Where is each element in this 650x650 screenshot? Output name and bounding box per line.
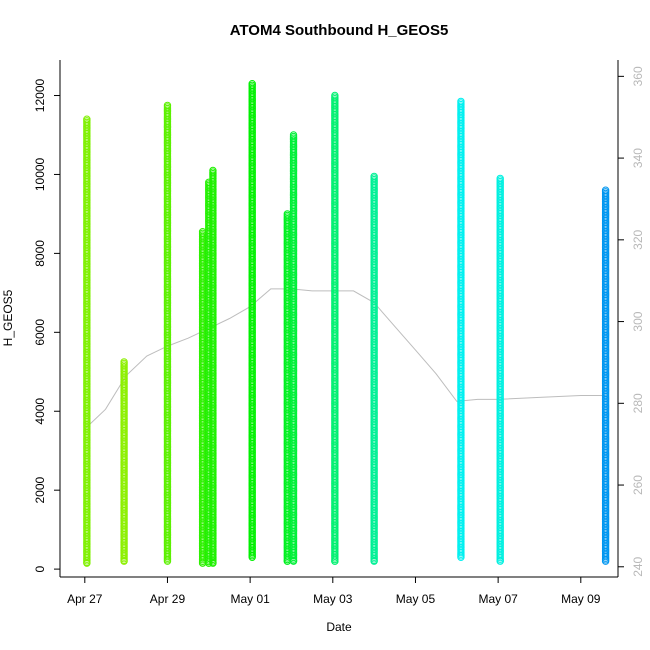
x-tick-label: May 03 bbox=[313, 592, 353, 606]
y2-tick-label: 300 bbox=[631, 311, 645, 331]
y-tick-label: 8000 bbox=[33, 240, 47, 267]
data-marks-group bbox=[83, 80, 610, 567]
data-point bbox=[205, 559, 213, 567]
data-series-1 bbox=[83, 115, 91, 567]
y-tick-label: 10000 bbox=[33, 157, 47, 191]
data-series-5 bbox=[205, 178, 213, 567]
chart-title: ATOM4 Southbound H_GEOS5 bbox=[230, 22, 449, 39]
y-tick-label: 0 bbox=[33, 565, 47, 572]
y-tick-label: 4000 bbox=[33, 398, 47, 425]
y2-tick-label: 240 bbox=[631, 556, 645, 576]
x-tick-label: Apr 27 bbox=[67, 592, 103, 606]
data-series-7 bbox=[248, 80, 256, 561]
data-series-14 bbox=[601, 186, 610, 565]
data-series-3 bbox=[163, 101, 172, 565]
x-tick-label: May 01 bbox=[230, 592, 270, 606]
x-tick-label: May 05 bbox=[396, 592, 436, 606]
secondary-series-line bbox=[84, 288, 606, 430]
data-series-2 bbox=[120, 358, 128, 565]
data-series-9 bbox=[289, 131, 298, 565]
data-series-10 bbox=[331, 91, 339, 565]
data-point bbox=[120, 557, 128, 565]
data-series-11 bbox=[370, 172, 378, 565]
data-point bbox=[209, 559, 217, 567]
y2-tick-label: 260 bbox=[631, 475, 645, 495]
x-tick-label: Apr 29 bbox=[150, 592, 186, 606]
data-point bbox=[248, 553, 256, 561]
y-tick-label: 2000 bbox=[33, 477, 47, 504]
data-series-13 bbox=[496, 174, 504, 565]
data-point bbox=[163, 557, 172, 565]
data-series-6 bbox=[209, 166, 217, 567]
x-axis-label: Date bbox=[326, 620, 352, 634]
data-series-4 bbox=[198, 228, 207, 567]
y2-tick-label: 360 bbox=[631, 66, 645, 86]
data-series-12 bbox=[457, 97, 465, 561]
data-point bbox=[496, 557, 504, 565]
y-axis-label: H_GEOS5 bbox=[1, 289, 15, 346]
y2-tick-label: 320 bbox=[631, 229, 645, 249]
data-point bbox=[83, 559, 91, 567]
data-point bbox=[601, 557, 610, 565]
y-tick-label: 6000 bbox=[33, 319, 47, 346]
axes-group: 0 2000 4000 6000 8000 10000 12000 240 260 280 300 3… bbox=[33, 60, 645, 606]
secondary-series-group bbox=[84, 288, 606, 430]
data-point bbox=[331, 557, 339, 565]
x-tick-label: May 09 bbox=[561, 592, 601, 606]
y-tick-label: 12000 bbox=[33, 79, 47, 113]
data-series-8 bbox=[283, 210, 292, 565]
data-point bbox=[289, 557, 298, 565]
x-tick-label: May 07 bbox=[478, 592, 518, 606]
y2-tick-label: 280 bbox=[631, 393, 645, 413]
data-point bbox=[370, 557, 378, 565]
data-point bbox=[457, 553, 465, 561]
y2-tick-label: 340 bbox=[631, 148, 645, 168]
